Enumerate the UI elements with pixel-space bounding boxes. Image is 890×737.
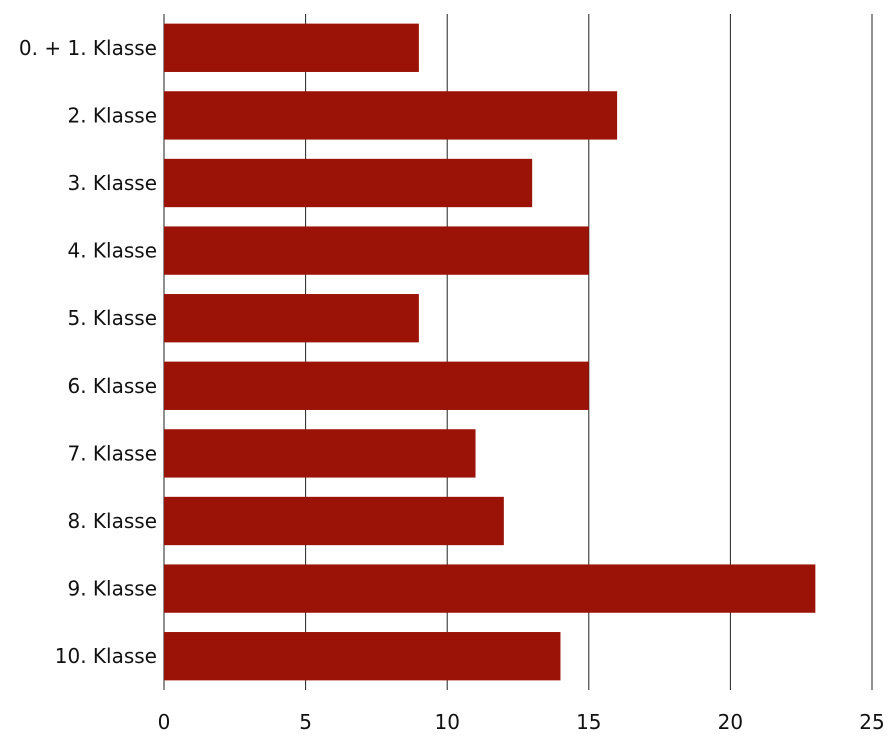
category-label: 6. Klasse	[67, 374, 157, 398]
category-label: 9. Klasse	[67, 577, 157, 601]
bar	[164, 361, 589, 410]
category-label: 2. Klasse	[67, 103, 157, 127]
bar	[164, 632, 561, 681]
x-tick-label: 25	[859, 710, 884, 734]
bars	[164, 23, 816, 681]
bar	[164, 294, 419, 343]
bar	[164, 23, 419, 72]
category-label: 3. Klasse	[67, 171, 157, 195]
x-tick-label: 15	[576, 710, 601, 734]
category-labels: 0. + 1. Klasse 2. Klasse 3. Klasse 4. Klass…	[19, 36, 157, 668]
category-label: 8. Klasse	[67, 509, 157, 533]
category-label: 7. Klasse	[67, 441, 157, 465]
bar	[164, 226, 589, 275]
bar	[164, 91, 618, 140]
category-label: 5. Klasse	[67, 306, 157, 330]
x-tick-label: 0	[158, 710, 171, 734]
category-label: 10. Klasse	[55, 644, 157, 668]
bar	[164, 429, 476, 478]
x-tick-label: 10	[434, 710, 459, 734]
bar	[164, 564, 816, 613]
category-label: 4. Klasse	[67, 239, 157, 263]
x-axis-tick-labels: 0 5 10 15 20 25	[158, 710, 885, 734]
x-tick-label: 20	[718, 710, 743, 734]
category-label: 0. + 1. Klasse	[19, 36, 157, 60]
bar	[164, 496, 504, 546]
bar	[164, 158, 533, 208]
x-tick-label: 5	[299, 710, 312, 734]
